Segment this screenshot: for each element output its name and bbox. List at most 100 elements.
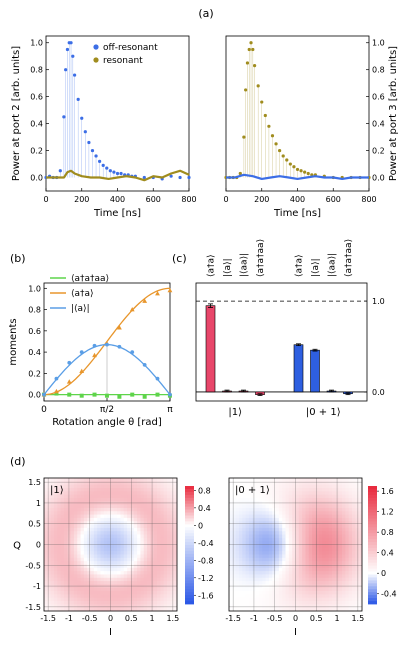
heat-cell: [242, 507, 247, 512]
heat-cell: [107, 511, 111, 515]
heat-cell: [100, 491, 105, 496]
heat-cell: [77, 527, 81, 532]
heat-cell: [70, 584, 75, 589]
heat-cell: [335, 521, 340, 525]
heat-cell: [90, 557, 95, 562]
heat-cell: [143, 581, 148, 585]
heat-cell: [160, 521, 165, 525]
heat-cell: [87, 561, 91, 565]
heat-cell: [140, 497, 145, 502]
heat-cell: [103, 497, 108, 502]
heat-cell: [47, 484, 52, 489]
heat-cell: [87, 521, 91, 525]
heat-cell: [67, 584, 72, 589]
heat-cell: [130, 581, 135, 585]
heat-cell: [143, 521, 148, 525]
data-point: [253, 64, 257, 68]
heat-cell: [163, 504, 168, 509]
heat-cell: [90, 514, 95, 519]
heat-cell: [272, 497, 276, 502]
heat-cell: [147, 504, 151, 509]
heat-cell: [110, 551, 115, 555]
heat-cell: [315, 481, 320, 486]
colorbar-tick-label: 1.2: [381, 508, 394, 517]
data-point: [54, 388, 59, 394]
state-label: |0 + 1⟩: [235, 485, 270, 496]
heat-cell: [288, 571, 293, 575]
heat-cell: [137, 591, 141, 595]
heat-cell: [110, 604, 115, 609]
heat-cell: [93, 504, 98, 509]
heat-cell: [67, 567, 72, 572]
heat-cell: [77, 544, 81, 549]
heat-cell: [358, 537, 363, 542]
heat-cell: [252, 597, 257, 602]
heat-cell: [60, 481, 65, 486]
heat-cell: [67, 507, 72, 512]
heat-cell: [173, 537, 178, 542]
heat-cell: [110, 584, 115, 589]
heat-cell: [50, 541, 55, 545]
heat-cell: [275, 487, 280, 492]
heat-cell: [67, 571, 72, 575]
heat-cell: [130, 497, 135, 502]
heat-cell: [83, 521, 88, 525]
colorbar-cell: [368, 601, 377, 605]
heat-cell: [292, 564, 296, 569]
heat-cell: [73, 494, 78, 499]
heat-cell: [338, 531, 343, 535]
heat-cell: [268, 581, 273, 585]
heat-cell: [90, 541, 95, 545]
heat-cell: [308, 607, 313, 612]
heat-cell: [170, 537, 175, 542]
heat-cell: [302, 554, 306, 559]
heat-cell: [47, 597, 52, 602]
panel-label-d: (d): [10, 455, 26, 468]
heat-cell: [285, 594, 290, 599]
heat-cell: [285, 527, 290, 532]
heat-cell: [229, 584, 233, 589]
data-point: [83, 130, 87, 134]
heat-cell: [278, 511, 283, 515]
colorbar-cell: [368, 577, 377, 581]
heat-cell: [278, 481, 283, 486]
heat-cell: [258, 491, 263, 496]
heat-cell: [292, 484, 296, 489]
heat-cell: [50, 527, 55, 532]
heat-cell: [255, 577, 260, 582]
heat-cell: [57, 604, 62, 609]
heat-cell: [328, 607, 333, 612]
heat-cell: [258, 504, 263, 509]
heat-cell: [170, 521, 175, 525]
heat-cell: [103, 601, 108, 605]
heat-cell: [170, 478, 175, 482]
heat-cell: [258, 537, 263, 542]
colorbar-cell: [368, 503, 377, 508]
x-tick-label: 0: [41, 405, 47, 415]
heat-cell: [80, 557, 85, 562]
heat-cell: [325, 584, 330, 589]
heat-cell: [77, 564, 81, 569]
heat-cell: [103, 607, 108, 612]
heat-cell: [288, 547, 293, 552]
heat-cell: [133, 541, 138, 545]
heat-cell: [255, 494, 260, 499]
heat-cell: [355, 487, 360, 492]
heat-cell: [342, 527, 346, 532]
heat-cell: [107, 554, 111, 559]
heat-cell: [63, 584, 68, 589]
heat-cell: [288, 544, 293, 549]
heat-cell: [57, 511, 62, 515]
heat-cell: [258, 507, 263, 512]
heat-cell: [123, 554, 128, 559]
heat-cell: [345, 537, 350, 542]
heat-cell: [338, 564, 343, 569]
heat-cell: [262, 574, 266, 579]
heat-cell: [245, 494, 250, 499]
heat-cell: [60, 507, 65, 512]
heat-cell: [140, 524, 145, 529]
heat-cell: [255, 487, 260, 492]
heat-cell: [97, 497, 101, 502]
heat-cell: [268, 527, 273, 532]
heat-cell: [123, 584, 128, 589]
